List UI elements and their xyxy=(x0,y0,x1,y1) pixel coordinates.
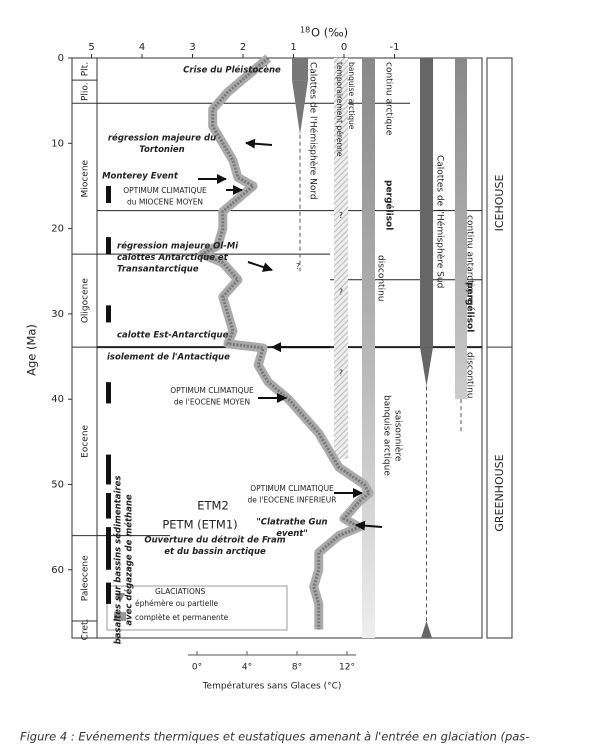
bottom-tick-label: 0° xyxy=(192,663,202,673)
annotation: OPTIMUM CLIMATIQUE xyxy=(123,186,207,195)
black-bar xyxy=(106,237,111,255)
top-tick-label: 1 xyxy=(290,42,296,53)
legend-label: complète et permanente xyxy=(135,613,229,622)
house-frame xyxy=(486,57,513,639)
legend-square xyxy=(114,612,126,621)
legend-box xyxy=(106,585,288,631)
top-tick-label: 4 xyxy=(139,42,145,53)
black-bar xyxy=(106,493,111,519)
annotation: "Clatrathe Gun xyxy=(256,518,327,528)
epoch-name: Plio. xyxy=(81,82,91,101)
nh-ice-cap-top xyxy=(292,58,308,81)
top-axis-title: O (‰) xyxy=(311,26,348,40)
sh-ice-wedge xyxy=(420,347,433,387)
left-tick-label: 0 xyxy=(58,53,64,64)
legend-label: éphémère ou partielle xyxy=(135,599,219,608)
column-label: pergélisol xyxy=(384,180,395,230)
question-mark: ? xyxy=(296,262,300,271)
black-bar xyxy=(106,185,111,203)
caption: Figure 4 : Evénements thermiques et eust… xyxy=(20,730,529,744)
left-tick-label: 40 xyxy=(51,394,64,405)
annotation: PETM (ETM1) xyxy=(162,518,237,532)
annotation: du MIOCENE MOYEN xyxy=(127,198,203,207)
house-label: ICEHOUSE xyxy=(493,175,506,232)
annotation: régression majeure du xyxy=(108,133,216,144)
black-bar xyxy=(106,582,111,604)
top-tick-label: 5 xyxy=(88,42,94,53)
column-label: discontinu xyxy=(465,352,475,399)
column-label: pergélisol xyxy=(465,282,476,332)
annotation: avec dégazage de méthane xyxy=(124,494,135,626)
epoch-name: Cret. xyxy=(81,619,91,641)
permafrost-s xyxy=(455,58,467,400)
left-axis-title: Age (Ma) xyxy=(25,324,39,376)
black-bar xyxy=(106,527,111,570)
epoch-name: Eocene xyxy=(81,424,91,457)
epoch-name: Plt. xyxy=(81,62,91,76)
permafrost-n xyxy=(362,58,375,638)
top-tick-label: 2 xyxy=(240,42,246,53)
column-label: banquise arctique xyxy=(347,62,356,130)
column-label: continu antarctique xyxy=(465,215,475,304)
column-label: continu arctique xyxy=(384,62,394,136)
left-tick-label: 30 xyxy=(51,309,64,320)
column-label: Calottes de l'Hémisphère Sud xyxy=(435,155,446,288)
sea-ice xyxy=(334,58,348,459)
arrow xyxy=(247,261,273,272)
left-tick-label: 10 xyxy=(51,138,64,149)
column-label: Calottes de l'Hémisphère Nord xyxy=(308,62,319,200)
annotation: Crise du Pléistocène xyxy=(183,65,281,76)
annotation: isolement de l'Antactique xyxy=(107,353,230,363)
black-bar xyxy=(106,382,111,404)
annotation: Monterey Event xyxy=(102,172,179,182)
annotation: ETM2 xyxy=(197,499,229,513)
column-label: saisonnière xyxy=(393,410,404,462)
arrow xyxy=(245,138,273,149)
top-tick-label: 3 xyxy=(189,42,195,53)
annotation: basaltes sur bassins sédimentaires xyxy=(113,476,124,645)
annotation: de l'EOCENE MOYEN xyxy=(174,398,250,407)
epoch-name: Miocene xyxy=(81,159,91,197)
left-tick-label: 60 xyxy=(51,565,64,576)
d18o-curve-core xyxy=(199,56,372,630)
legend-title: GLACIATIONS xyxy=(155,587,205,596)
question-mark: ? xyxy=(339,288,343,297)
annotation: event" xyxy=(276,529,308,539)
annotation: Transantarctique xyxy=(117,265,199,275)
top-tick-label: -1 xyxy=(390,42,400,53)
annotation: OPTIMUM CLIMATIQUE xyxy=(250,484,334,493)
sh-ice-cap xyxy=(420,58,433,348)
annotation: et du bassin arctique xyxy=(164,547,266,557)
epoch-name: Paleocene xyxy=(81,555,91,601)
bottom-tick-label: 8° xyxy=(292,663,302,673)
annotation: Ouverture du détroit de Fram xyxy=(144,535,285,546)
annotation: calottes Antarctique et xyxy=(117,253,229,263)
column-label: banquise arctique xyxy=(382,395,392,476)
annotation: régression majeure Ol-Mi xyxy=(117,241,239,252)
sh-small xyxy=(421,620,432,638)
annotation: OPTIMUM CLIMATIQUE xyxy=(170,386,254,395)
black-bar xyxy=(106,305,111,323)
legend-triangle xyxy=(115,593,125,603)
nh-ice-cap xyxy=(292,80,308,135)
bottom-tick-label: 4° xyxy=(242,663,252,673)
annotation: calotte Est-Antarctique xyxy=(117,331,229,341)
left-tick-label: 50 xyxy=(51,479,64,490)
house-label: GREENHOUSE xyxy=(493,454,506,531)
epoch-name: Oligocene xyxy=(81,278,91,323)
column-label: temporairement pérenne xyxy=(335,62,344,157)
left-tick-label: 20 xyxy=(51,224,64,235)
question-mark: ? xyxy=(339,211,343,220)
arrow xyxy=(355,520,383,531)
top-axis-sup: 18 xyxy=(300,26,310,35)
black-bar xyxy=(106,454,111,485)
bottom-axis-title: Températures sans Glaces (°C) xyxy=(202,681,342,692)
question-mark: ? xyxy=(339,369,343,378)
top-tick-label: 0 xyxy=(341,42,347,53)
annotation: de l'EOCENE INFERIEUR xyxy=(248,496,337,505)
column-label: discontinu xyxy=(376,255,386,302)
annotation: Tortonien xyxy=(139,145,184,155)
bottom-tick-label: 12° xyxy=(339,663,355,673)
